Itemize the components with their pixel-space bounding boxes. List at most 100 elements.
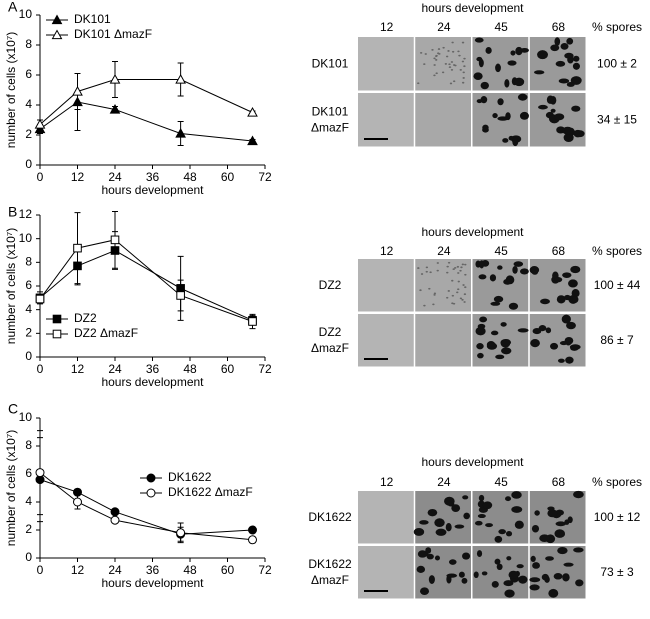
row-label: DZ2 [319,325,342,339]
fruiting-body [501,347,512,355]
marker [73,497,82,507]
marker [176,528,186,538]
fruiting-body [461,81,465,84]
fruiting-body [573,490,584,499]
fruiting-body [435,55,438,58]
micrograph [358,314,414,367]
fruiting-body [500,322,507,327]
fruiting-body [428,575,435,584]
x-tick-label: 24 [108,170,122,184]
fruiting-body [496,563,503,571]
x-axis-title: hours development [101,375,204,389]
fruiting-body [478,274,487,280]
fruiting-body [517,328,529,333]
y-tick-label: 10 [19,410,33,424]
fruiting-body [519,268,529,275]
fruiting-body [540,298,550,305]
column-label: 12 [380,475,394,489]
fruiting-body [554,529,565,538]
y-axis-title: number of cells (x10⁷) [4,32,18,148]
fruiting-body [558,78,570,84]
marker [248,525,257,535]
fruiting-body [460,266,463,269]
marker [34,118,46,129]
fruiting-body [461,298,464,301]
y-tick-label: 8 [25,37,32,51]
fruiting-body [566,37,574,45]
y-tick-label: 0 [25,349,32,363]
fruiting-body [512,137,519,147]
y-tick-label: 6 [25,466,32,480]
fruiting-body [457,280,460,283]
x-tick-label: 72 [258,170,272,184]
fruiting-body [530,339,540,348]
fruiting-body [569,344,581,350]
x-tick-label: 0 [37,563,44,577]
fruiting-body [516,564,524,569]
fruiting-body [473,571,479,579]
fruiting-body [425,266,429,269]
panel-label: B [8,204,17,220]
row-label: ΔmazF [311,573,349,587]
fruiting-body [570,265,581,274]
spores-header: % spores [592,475,642,489]
x-tick-label: 48 [183,563,197,577]
x-axis-title: hours development [101,576,204,590]
fruiting-body [434,59,438,61]
fruiting-body [461,60,465,63]
spores-value: 100 ± 44 [594,278,641,292]
fruiting-body [447,290,450,292]
fruiting-body [477,513,486,519]
fruiting-body [458,571,465,578]
fruiting-body [462,495,469,500]
x-tick-label: 48 [183,362,197,376]
fruiting-body [454,64,457,67]
y-tick-label: 2 [25,127,32,141]
spores-header: % spores [592,20,642,34]
fruiting-body [448,559,457,565]
fruiting-body [494,558,501,565]
fruiting-body [463,293,467,296]
fruiting-body [532,328,542,335]
x-tick-label: 12 [71,563,85,577]
fruiting-body [445,55,449,58]
fruiting-body [441,71,445,74]
marker [247,106,258,117]
fruiting-body [413,528,425,536]
fruiting-body [506,556,512,561]
fruiting-body [427,508,438,517]
panel-label: A [8,0,18,15]
fruiting-body [459,297,463,300]
fruiting-body [461,41,465,44]
fruiting-body [451,504,461,513]
fruiting-body [495,354,505,360]
marker [248,535,257,545]
marker [247,135,258,146]
fruiting-body [433,293,436,296]
fruiting-body [451,279,454,282]
column-label: 68 [552,20,566,34]
fruiting-body [490,330,499,336]
fruiting-body [437,52,440,55]
fruiting-body [433,74,436,77]
fruiting-body [513,77,525,87]
column-label: 24 [437,244,451,258]
fruiting-body [416,565,426,573]
marker [110,235,120,245]
fruiting-body [504,589,515,598]
fruiting-body [419,51,423,54]
fruiting-body [417,267,420,269]
y-axis-title: number of cells (x10⁷) [4,430,18,546]
row-label: DK101 [312,105,349,119]
fruiting-body [546,95,554,104]
fruiting-body [446,296,449,299]
fruiting-body [452,80,456,83]
fruiting-body [433,64,436,66]
fruiting-body [565,356,574,364]
fruiting-body [513,261,524,267]
legend-label: DK101 ΔmazF [74,27,152,41]
fruiting-body [462,284,465,286]
row-label: ΔmazF [311,341,349,355]
fruiting-body [446,573,458,578]
fruiting-body [419,587,430,596]
